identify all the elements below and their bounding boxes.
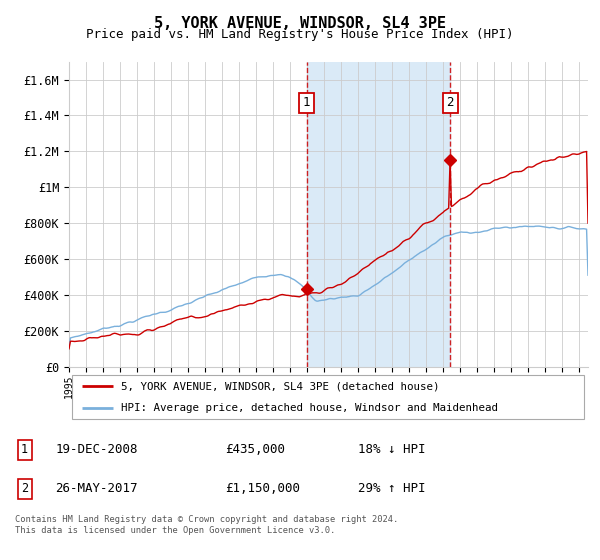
Bar [307,62,450,367]
Text: £435,000: £435,000 [225,444,285,456]
Text: 18% ↓ HPI: 18% ↓ HPI [358,444,425,456]
Text: Price paid vs. HM Land Registry's House Price Index (HPI): Price paid vs. HM Land Registry's House … [86,28,514,41]
Text: HPI: Average price, detached house, Windsor and Maidenhead: HPI: Average price, detached house, Wind… [121,403,498,413]
FancyBboxPatch shape [71,375,584,419]
Text: £1,150,000: £1,150,000 [225,482,300,496]
Text: 26-MAY-2017: 26-MAY-2017 [55,482,138,496]
Text: 5, YORK AVENUE, WINDSOR, SL4 3PE (detached house): 5, YORK AVENUE, WINDSOR, SL4 3PE (detach… [121,381,439,391]
Text: Contains HM Land Registry data © Crown copyright and database right 2024.
This d: Contains HM Land Registry data © Crown c… [15,515,398,535]
Text: 29% ↑ HPI: 29% ↑ HPI [358,482,425,496]
Text: 1: 1 [303,96,310,109]
Text: 5, YORK AVENUE, WINDSOR, SL4 3PE: 5, YORK AVENUE, WINDSOR, SL4 3PE [154,16,446,31]
Text: 19-DEC-2008: 19-DEC-2008 [55,444,138,456]
Text: 2: 2 [446,96,454,109]
Text: 2: 2 [21,482,28,496]
Text: 1: 1 [21,444,28,456]
